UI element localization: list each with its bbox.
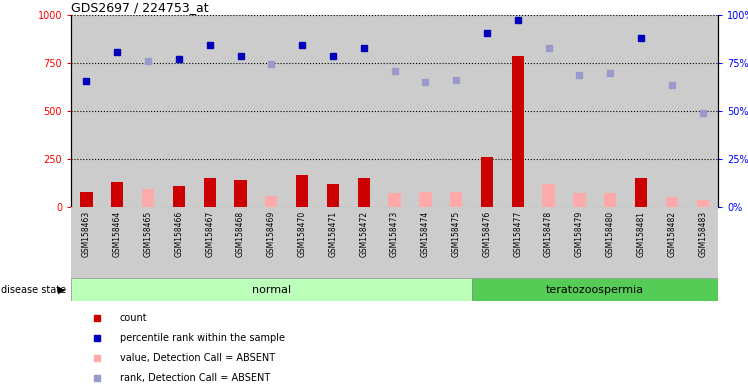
Bar (450, 192, 462, 207)
Text: value, Detection Call = ABSENT: value, Detection Call = ABSENT (120, 353, 275, 363)
Bar (512, 56, 524, 207)
Bar (696, 200, 709, 207)
Bar (481, 157, 493, 207)
Bar (441, 207, 471, 278)
Bar (471, 207, 503, 278)
Text: disease state: disease state (1, 285, 66, 295)
Bar (687, 207, 718, 278)
Text: GSM158472: GSM158472 (359, 211, 368, 257)
Bar (349, 207, 379, 278)
Bar (410, 207, 441, 278)
Bar (471, 278, 718, 301)
Bar (625, 15, 657, 207)
Bar (604, 193, 616, 207)
Text: percentile rank within the sample: percentile rank within the sample (120, 333, 284, 343)
Bar (573, 193, 586, 207)
Bar (657, 207, 687, 278)
Text: teratozoospermia: teratozoospermia (546, 285, 644, 295)
Bar (349, 15, 379, 207)
Text: count: count (120, 313, 147, 323)
Bar (564, 15, 595, 207)
Text: GSM158477: GSM158477 (513, 211, 522, 257)
Bar (471, 15, 503, 207)
Bar (358, 177, 370, 207)
Bar (71, 207, 102, 278)
Text: rank, Detection Call = ABSENT: rank, Detection Call = ABSENT (120, 373, 270, 383)
Bar (635, 177, 647, 207)
Text: GSM158469: GSM158469 (267, 211, 276, 257)
Text: GSM158473: GSM158473 (390, 211, 399, 257)
Bar (132, 15, 164, 207)
Bar (256, 15, 286, 207)
Bar (441, 15, 471, 207)
Text: GSM158483: GSM158483 (698, 211, 707, 257)
Bar (80, 192, 93, 207)
Bar (225, 15, 256, 207)
Bar (286, 15, 318, 207)
Bar (173, 186, 185, 207)
Bar (142, 189, 154, 207)
Bar (296, 175, 308, 207)
Bar (595, 207, 625, 278)
Text: GSM158465: GSM158465 (144, 211, 153, 257)
Bar (225, 207, 256, 278)
Bar (564, 207, 595, 278)
Bar (503, 207, 533, 278)
Bar (410, 15, 441, 207)
Bar (503, 15, 533, 207)
Text: ▶: ▶ (58, 285, 66, 295)
Bar (419, 192, 432, 207)
Bar (379, 207, 410, 278)
Text: GSM158475: GSM158475 (452, 211, 461, 257)
Text: GSM158466: GSM158466 (174, 211, 183, 257)
Bar (533, 207, 564, 278)
Text: GSM158470: GSM158470 (298, 211, 307, 257)
Text: GSM158481: GSM158481 (637, 211, 646, 257)
Bar (164, 15, 194, 207)
Bar (102, 207, 132, 278)
Bar (71, 15, 102, 207)
Bar (71, 278, 471, 301)
Text: GDS2697 / 224753_at: GDS2697 / 224753_at (71, 1, 209, 14)
Bar (111, 182, 123, 207)
Bar (203, 177, 216, 207)
Text: GSM158474: GSM158474 (421, 211, 430, 257)
Bar (687, 15, 718, 207)
Bar (194, 207, 225, 278)
Text: GSM158471: GSM158471 (328, 211, 337, 257)
Text: GSM158482: GSM158482 (667, 211, 676, 257)
Text: GSM158468: GSM158468 (236, 211, 245, 257)
Bar (595, 15, 625, 207)
Text: GSM158464: GSM158464 (113, 211, 122, 257)
Text: GSM158480: GSM158480 (606, 211, 615, 257)
Bar (318, 15, 349, 207)
Bar (286, 207, 318, 278)
Text: normal: normal (252, 285, 291, 295)
Bar (194, 15, 225, 207)
Bar (102, 15, 132, 207)
Bar (379, 15, 410, 207)
Text: GSM158467: GSM158467 (205, 211, 214, 257)
Text: GSM158479: GSM158479 (575, 211, 584, 257)
Bar (132, 207, 164, 278)
Bar (265, 196, 278, 207)
Bar (234, 180, 247, 207)
Bar (542, 184, 555, 207)
Bar (657, 15, 687, 207)
Bar (666, 197, 678, 207)
Bar (533, 15, 564, 207)
Bar (327, 184, 339, 207)
Text: GSM158463: GSM158463 (82, 211, 91, 257)
Bar (625, 207, 657, 278)
Bar (164, 207, 194, 278)
Text: GSM158476: GSM158476 (482, 211, 491, 257)
Bar (388, 193, 401, 207)
Bar (318, 207, 349, 278)
Bar (256, 207, 286, 278)
Text: GSM158478: GSM158478 (544, 211, 553, 257)
